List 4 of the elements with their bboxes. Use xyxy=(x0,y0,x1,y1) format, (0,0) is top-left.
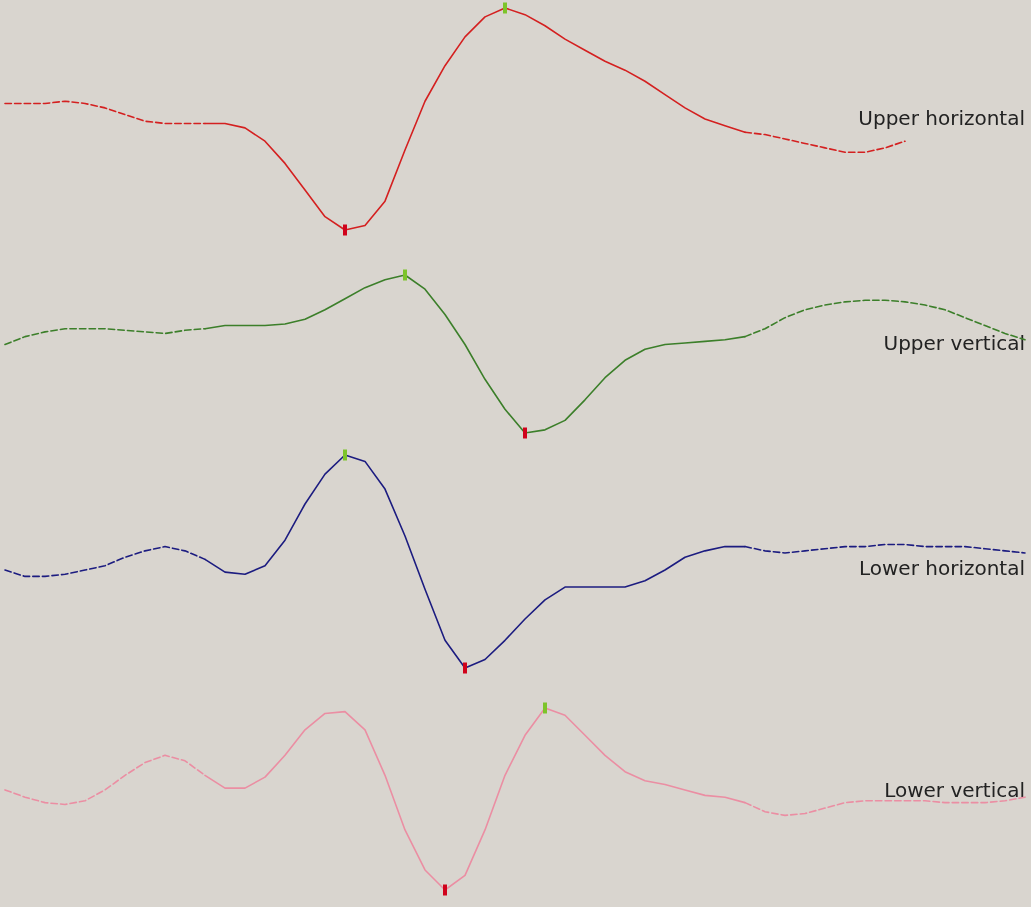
text: Upper horizontal xyxy=(858,106,1025,130)
text: Lower vertical xyxy=(884,778,1025,802)
text: Upper vertical xyxy=(883,331,1025,355)
text: Lower horizontal xyxy=(858,556,1026,580)
